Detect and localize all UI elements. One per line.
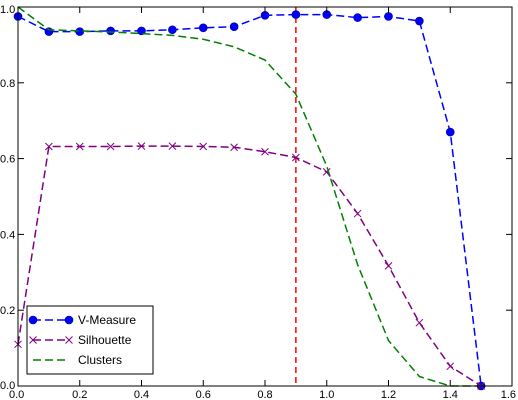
data-point-v-measure <box>229 22 239 32</box>
x-tick-label: 0.0 <box>9 389 24 400</box>
x-marker-stroke <box>292 153 300 162</box>
data-point-v-measure <box>198 23 208 33</box>
x-tick-label: 1.4 <box>443 389 458 400</box>
x-tick-label: 1.2 <box>381 389 396 400</box>
data-point-v-measure <box>384 12 393 21</box>
x-marker-stroke <box>446 362 455 371</box>
data-point-v-measure <box>445 127 455 137</box>
x-tick-label: 0.2 <box>72 389 87 400</box>
data-point-silhouette <box>45 142 53 151</box>
data-point-silhouette <box>199 142 208 151</box>
x-tick-label: 0.8 <box>257 389 272 400</box>
legend-swatch-marker <box>65 336 73 344</box>
x-marker-stroke <box>415 318 424 327</box>
y-tick-label: 0.6 <box>0 154 15 166</box>
x-marker-stroke <box>384 262 393 270</box>
legend-entry-silhouette: Silhouette <box>29 333 132 347</box>
data-point-v-measure <box>353 13 362 22</box>
x-marker-stroke <box>75 142 84 151</box>
legend-label: Silhouette <box>78 333 132 347</box>
y-tick-label: 0.2 <box>0 305 15 317</box>
x-marker-stroke <box>199 142 208 151</box>
legend-entry-clusters: Clusters <box>33 353 122 367</box>
data-point-silhouette <box>230 143 238 152</box>
series-line-silhouette <box>17 145 482 387</box>
data-point-v-measure <box>137 26 146 36</box>
legend: V-Measure Silhouette Clusters <box>26 305 154 375</box>
x-tick-label: 1.0 <box>319 389 334 400</box>
data-point-silhouette <box>168 142 177 150</box>
series-line-v-measure <box>17 13 482 387</box>
data-point-silhouette <box>446 362 455 371</box>
x-tick-label: 0.6 <box>196 389 211 400</box>
data-point-silhouette <box>75 142 84 151</box>
legend-swatch-marker <box>29 336 37 344</box>
legend-swatch-marker <box>28 315 38 325</box>
y-tick-label: 1.0 <box>0 4 15 16</box>
data-point-v-measure <box>106 26 115 36</box>
legend-label: Clusters <box>78 353 122 367</box>
data-point-silhouette <box>415 318 424 327</box>
y-tick-label: 0.8 <box>0 78 15 90</box>
data-point-silhouette <box>384 262 393 270</box>
x-marker-stroke <box>106 142 115 151</box>
data-point-silhouette <box>106 142 115 151</box>
x-marker-stroke <box>322 168 331 176</box>
x-tick-label: 1.6 <box>501 389 516 400</box>
x-marker-stroke <box>137 142 146 150</box>
data-point-v-measure <box>291 10 301 19</box>
data-point-silhouette <box>353 209 362 218</box>
series-line-clusters <box>17 6 482 387</box>
legend-entry-v-measure: V-Measure <box>28 313 136 327</box>
y-tick-label: 0.0 <box>0 380 15 392</box>
legend-swatch-marker <box>64 315 74 325</box>
legend-label: V-Measure <box>78 313 136 327</box>
x-marker-stroke <box>168 142 177 150</box>
data-point-silhouette <box>137 142 146 150</box>
data-point-v-measure <box>168 25 177 35</box>
y-tick-label: 0.4 <box>0 229 15 241</box>
x-marker-stroke <box>45 142 53 151</box>
x-marker-stroke <box>230 143 238 152</box>
data-point-silhouette <box>261 147 269 156</box>
x-marker-stroke <box>261 147 269 156</box>
data-point-v-measure <box>415 16 424 26</box>
x-marker-stroke <box>353 209 362 218</box>
data-point-silhouette <box>292 153 300 162</box>
x-tick-label: 0.4 <box>134 389 149 400</box>
